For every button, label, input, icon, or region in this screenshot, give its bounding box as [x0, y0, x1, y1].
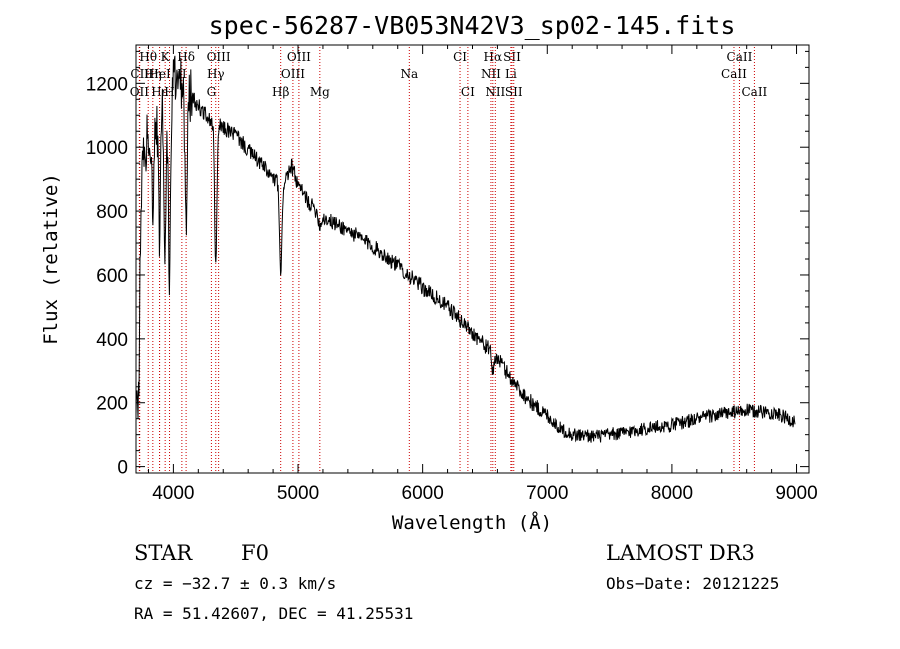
line-marker-label: Hβ: [272, 85, 289, 99]
line-marker-label: SII: [503, 50, 521, 64]
y-tick-label: 600: [96, 266, 128, 287]
y-tick-label: 200: [96, 394, 128, 415]
line-marker-label: HeI: [148, 67, 171, 81]
line-marker-label: Li: [505, 67, 517, 81]
line-marker-label: Hδ: [177, 50, 195, 64]
line-marker-label: OIII: [281, 67, 305, 81]
chart-title: spec-56287-VB053N42V3_sp02-145.fits: [209, 11, 736, 40]
sky-coordinates: RA = 51.42607, DEC = 41.25531: [134, 604, 413, 623]
x-tick-label: 9000: [775, 483, 817, 504]
line-marker-label: Hα: [484, 50, 503, 64]
line-marker-label: Hθ: [139, 50, 157, 64]
line-marker-label: CaII: [721, 67, 747, 81]
line-marker-label: CaII: [741, 85, 767, 99]
line-marker-label: K: [161, 50, 171, 64]
y-tick-label: 0: [117, 458, 128, 479]
y-tick-label: 400: [96, 330, 128, 351]
line-marker-label: G: [207, 85, 217, 99]
line-marker-label: OIII: [287, 50, 311, 64]
x-tick-label: 5000: [277, 483, 319, 504]
line-markers: HθCIIOIIHηHεKHeIHHδIIGOIIIHγHβOIIIOIIIMg…: [130, 47, 768, 472]
survey-name: LAMOST DR3: [606, 541, 755, 565]
line-marker-label: H: [164, 85, 174, 99]
plot-frame: [135, 44, 810, 474]
y-tick-label: 1200: [86, 74, 128, 95]
x-tick-label: 4000: [152, 483, 194, 504]
line-marker-label: SII: [505, 85, 523, 99]
line-marker-label: CI: [461, 85, 475, 99]
object-class: STAR: [134, 541, 193, 565]
line-marker-label: NII: [481, 67, 501, 81]
line-marker-label: NII: [485, 85, 505, 99]
line-marker-label: Hη: [144, 67, 162, 81]
x-tick-label: 8000: [651, 483, 693, 504]
line-marker-label: CI: [453, 50, 467, 64]
y-tick-label: 1000: [86, 138, 128, 159]
line-marker-label: II: [177, 67, 187, 81]
x-axis-label: Wavelength (Å): [392, 511, 552, 534]
spectrum-line: [135, 55, 796, 443]
redshift-velocity: cz = −32.7 ± 0.3 km/s: [134, 574, 336, 593]
line-marker-label: OII: [130, 85, 150, 99]
object-subclass: F0: [241, 541, 269, 565]
observation-date: Obs−Date: 20121225: [606, 574, 779, 593]
x-tick-label: 6000: [402, 483, 444, 504]
line-marker-label: Mg: [310, 85, 330, 99]
line-marker-label: OIII: [207, 50, 231, 64]
line-marker-label: CaII: [727, 50, 753, 64]
line-marker-label: Na: [400, 67, 418, 81]
axis-ticks: 4000 5000 6000 7000 8000 9000 0 200 400 600 800 100…: [86, 45, 818, 504]
x-tick-label: 7000: [526, 483, 568, 504]
line-marker-label: Hγ: [207, 67, 225, 81]
y-tick-label: 800: [96, 202, 128, 223]
spectrum-series: [135, 55, 796, 443]
y-axis-label: Flux (relative): [40, 173, 62, 345]
